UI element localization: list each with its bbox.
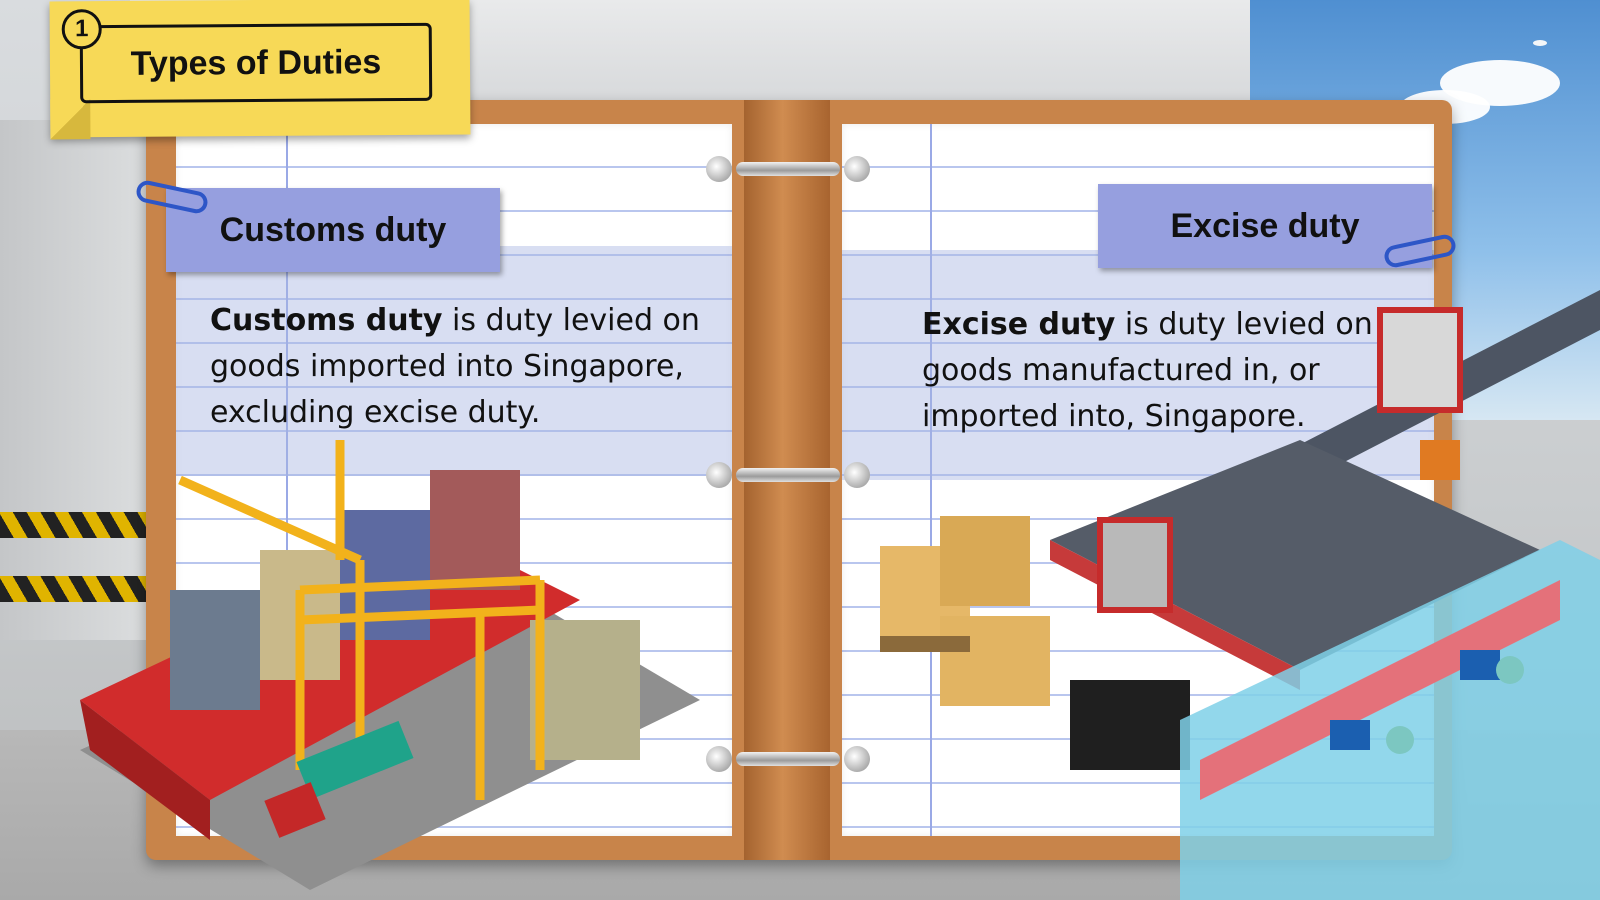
factory-illustration bbox=[1050, 290, 1600, 900]
pallet bbox=[880, 636, 970, 652]
step-number-badge: 1 bbox=[61, 9, 102, 50]
conveyor-belt bbox=[1050, 440, 1540, 670]
machine-unit bbox=[1097, 517, 1173, 613]
excise-duty-definition-text: is duty levied on goods manufactured in,… bbox=[922, 307, 1373, 434]
margin-line bbox=[286, 124, 288, 836]
box-pallet bbox=[940, 616, 1050, 706]
hazard-stripe bbox=[0, 576, 150, 602]
customs-duty-term: Customs duty bbox=[210, 303, 443, 338]
binder-ring bbox=[706, 740, 870, 780]
port-illustration bbox=[80, 440, 700, 890]
monitor bbox=[1460, 650, 1500, 680]
container-stack bbox=[530, 620, 640, 760]
excise-duty-term: Excise duty bbox=[922, 307, 1116, 342]
box-pallet bbox=[940, 516, 1030, 606]
page-title: Types of Duties bbox=[130, 42, 382, 83]
customs-duty-heading: Customs duty bbox=[219, 210, 447, 249]
machine-unit bbox=[1377, 307, 1463, 413]
gantry-crane bbox=[178, 440, 545, 800]
excise-duty-tag: Excise duty bbox=[1098, 184, 1432, 268]
truck-cab bbox=[264, 782, 326, 838]
ship-hull-side bbox=[80, 700, 210, 840]
customs-duty-definition: Customs duty is duty levied on goods imp… bbox=[210, 298, 730, 436]
hazard-stripe bbox=[0, 512, 150, 538]
warehouse-wall bbox=[0, 120, 150, 640]
boxes-illustration bbox=[880, 516, 1050, 706]
monitor bbox=[1330, 720, 1370, 750]
lamp bbox=[1533, 40, 1547, 46]
server-stack bbox=[1070, 680, 1190, 770]
operator bbox=[1496, 656, 1524, 684]
binder-ring bbox=[706, 456, 870, 496]
container-stack bbox=[430, 470, 520, 590]
control-desk bbox=[1200, 580, 1560, 800]
title-sticky-note: Types of Duties 1 bbox=[49, 0, 471, 140]
highlight-band bbox=[176, 246, 732, 476]
title-box: Types of Duties bbox=[79, 22, 433, 104]
customs-duty-tag: Customs duty bbox=[166, 188, 500, 272]
excise-duty-definition: Excise duty is duty levied on goods manu… bbox=[922, 302, 1402, 440]
robot-arm bbox=[1420, 440, 1460, 480]
truck-container bbox=[296, 720, 414, 800]
binder-ring bbox=[706, 150, 870, 190]
container-stack bbox=[170, 590, 260, 710]
note-fold bbox=[50, 99, 91, 140]
operator bbox=[1386, 726, 1414, 754]
margin-line bbox=[930, 124, 932, 836]
excise-duty-heading: Excise duty bbox=[1170, 206, 1360, 245]
customs-duty-definition-text: is duty levied on goods imported into Si… bbox=[210, 303, 700, 430]
